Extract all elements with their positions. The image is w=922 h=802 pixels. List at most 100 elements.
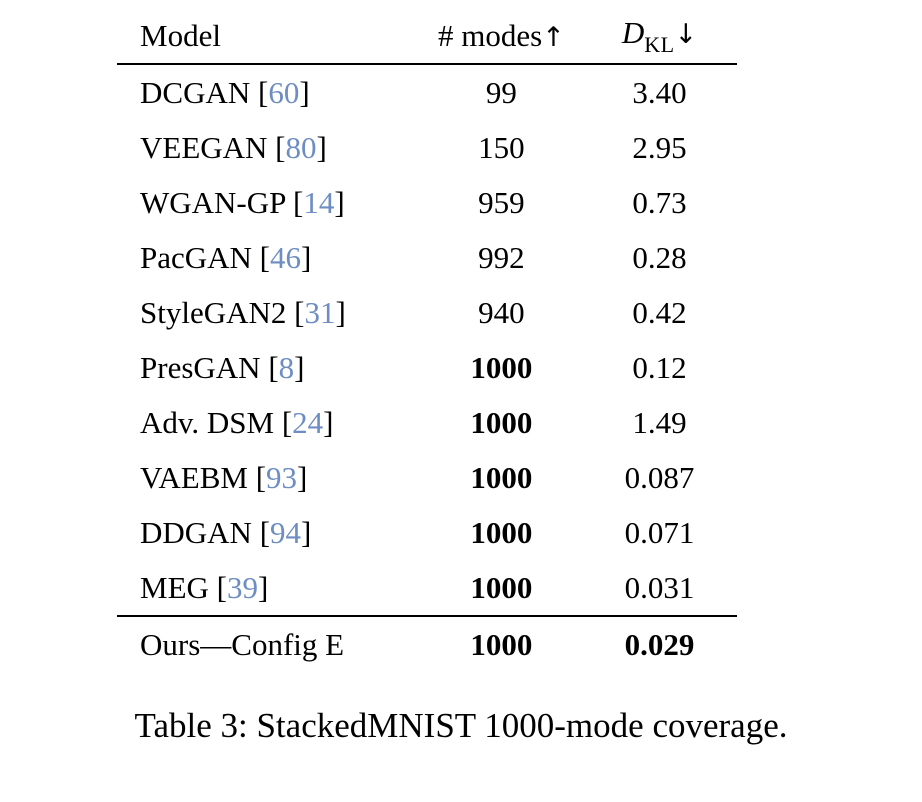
model-name: Ours—Config E xyxy=(140,627,345,662)
dkl-value: 0.087 xyxy=(624,460,695,495)
model-name: VEEGAN xyxy=(140,130,268,165)
table-row: VAEBM [93] 1000 0.087 xyxy=(117,450,737,505)
modes-value: 1000 xyxy=(470,515,533,550)
citation-close-bracket: ] xyxy=(257,570,269,605)
citation-open-bracket: [ xyxy=(259,515,271,550)
modes-cell: 1000 xyxy=(421,560,582,616)
modes-value: 1000 xyxy=(470,627,533,662)
modes-value: 1000 xyxy=(470,570,533,605)
up-arrow-icon: ↑ xyxy=(542,22,565,53)
model-cell: PacGAN [46] xyxy=(117,230,421,285)
citation-link[interactable]: 39 xyxy=(226,570,258,605)
dkl-value: 0.071 xyxy=(624,515,695,550)
modes-value: 99 xyxy=(485,75,517,110)
modes-cell: 959 xyxy=(421,175,582,230)
modes-cell: 940 xyxy=(421,285,582,340)
citation-link[interactable]: 93 xyxy=(266,460,298,495)
table-row: WGAN-GP [14] 959 0.73 xyxy=(117,175,737,230)
header-dkl: DKL↓ xyxy=(582,8,737,64)
header-model: Model xyxy=(117,8,421,64)
dkl-cell: 3.40 xyxy=(582,64,737,120)
header-model-label: Model xyxy=(140,18,221,53)
model-cell: VEEGAN [80] xyxy=(117,120,421,175)
dkl-cell: 0.087 xyxy=(582,450,737,505)
citation-link[interactable]: 31 xyxy=(304,295,336,330)
model-cell: StyleGAN2 [31] xyxy=(117,285,421,340)
model-name: WGAN-GP xyxy=(140,185,286,220)
model-name: Adv. DSM xyxy=(140,405,275,440)
model-name: MEG xyxy=(140,570,209,605)
citation-open-bracket: [ xyxy=(257,75,269,110)
citation-link[interactable]: 14 xyxy=(303,185,335,220)
citation-link[interactable]: 8 xyxy=(278,350,295,385)
model-name: DDGAN xyxy=(140,515,252,550)
modes-cell: 1000 xyxy=(421,450,582,505)
citation-link[interactable]: 94 xyxy=(270,515,302,550)
dkl-value: 0.12 xyxy=(632,350,687,385)
model-cell: MEG [39] xyxy=(117,560,421,616)
model-name: PacGAN xyxy=(140,240,252,275)
modes-cell: 99 xyxy=(421,64,582,120)
citation-open-bracket: [ xyxy=(268,350,279,385)
down-arrow-icon: ↓ xyxy=(674,18,698,50)
dkl-value: 1.49 xyxy=(632,405,687,440)
citation-link[interactable]: 60 xyxy=(268,75,300,110)
model-cell: Ours—Config E xyxy=(117,616,421,672)
citation-open-bracket: [ xyxy=(259,240,270,275)
dkl-cell: 2.95 xyxy=(582,120,737,175)
table-row: VEEGAN [80] 150 2.95 xyxy=(117,120,737,175)
modes-cell: 992 xyxy=(421,230,582,285)
model-cell: VAEBM [93] xyxy=(117,450,421,505)
citation-close-bracket: ] xyxy=(323,405,334,440)
dkl-cell: 0.73 xyxy=(582,175,737,230)
dkl-cell: 1.49 xyxy=(582,395,737,450)
dkl-cell: 0.28 xyxy=(582,230,737,285)
citation-link[interactable]: 80 xyxy=(285,130,317,165)
results-table: Model # modes↑ DKL↓ DCGAN [60] 99 3.40 xyxy=(117,8,737,672)
model-cell: WGAN-GP [14] xyxy=(117,175,421,230)
table-body: DCGAN [60] 99 3.40 VEEGAN [80] 150 2.95 … xyxy=(117,64,737,616)
table-row: StyleGAN2 [31] 940 0.42 xyxy=(117,285,737,340)
table-row: PresGAN [8] 1000 0.12 xyxy=(117,340,737,395)
modes-value: 1000 xyxy=(470,460,533,495)
dkl-value: 0.28 xyxy=(632,240,687,275)
table-row: DDGAN [94] 1000 0.071 xyxy=(117,505,737,560)
model-cell: DDGAN [94] xyxy=(117,505,421,560)
dkl-value: 3.40 xyxy=(632,75,687,110)
model-cell: DCGAN [60] xyxy=(117,64,421,120)
table-row: DCGAN [60] 99 3.40 xyxy=(117,64,737,120)
model-cell: Adv. DSM [24] xyxy=(117,395,421,450)
modes-cell: 1000 xyxy=(421,340,582,395)
dkl-value: 2.95 xyxy=(632,130,687,165)
citation-close-bracket: ] xyxy=(294,350,305,385)
citation-close-bracket: ] xyxy=(297,460,308,495)
citation-close-bracket: ] xyxy=(335,295,346,330)
table-row: PacGAN [46] 992 0.28 xyxy=(117,230,737,285)
citation-close-bracket: ] xyxy=(299,75,310,110)
modes-value: 992 xyxy=(478,240,525,275)
modes-cell: 1000 xyxy=(421,616,582,672)
citation-link[interactable]: 46 xyxy=(270,240,301,275)
modes-value: 940 xyxy=(478,295,525,330)
model-cell: PresGAN [8] xyxy=(117,340,421,395)
citation-open-bracket: [ xyxy=(275,130,286,165)
citation-close-bracket: ] xyxy=(301,240,312,275)
citation-link[interactable]: 24 xyxy=(292,405,324,440)
citation-open-bracket: [ xyxy=(281,405,293,440)
modes-value: 1000 xyxy=(470,405,533,440)
modes-value: 1000 xyxy=(470,350,533,385)
dkl-cell: 0.031 xyxy=(582,560,737,616)
table-row: Adv. DSM [24] 1000 1.49 xyxy=(117,395,737,450)
citation-close-bracket: ] xyxy=(301,515,312,550)
header-dkl-symbol: D xyxy=(621,14,645,50)
citation-close-bracket: ] xyxy=(334,185,345,220)
dkl-cell: 0.12 xyxy=(582,340,737,395)
dkl-value: 0.029 xyxy=(624,627,695,662)
dkl-cell: 0.42 xyxy=(582,285,737,340)
modes-value: 150 xyxy=(478,130,525,165)
citation-open-bracket: [ xyxy=(216,570,227,605)
dkl-cell: 0.029 xyxy=(582,616,737,672)
modes-cell: 150 xyxy=(421,120,582,175)
header-row: Model # modes↑ DKL↓ xyxy=(117,8,737,64)
